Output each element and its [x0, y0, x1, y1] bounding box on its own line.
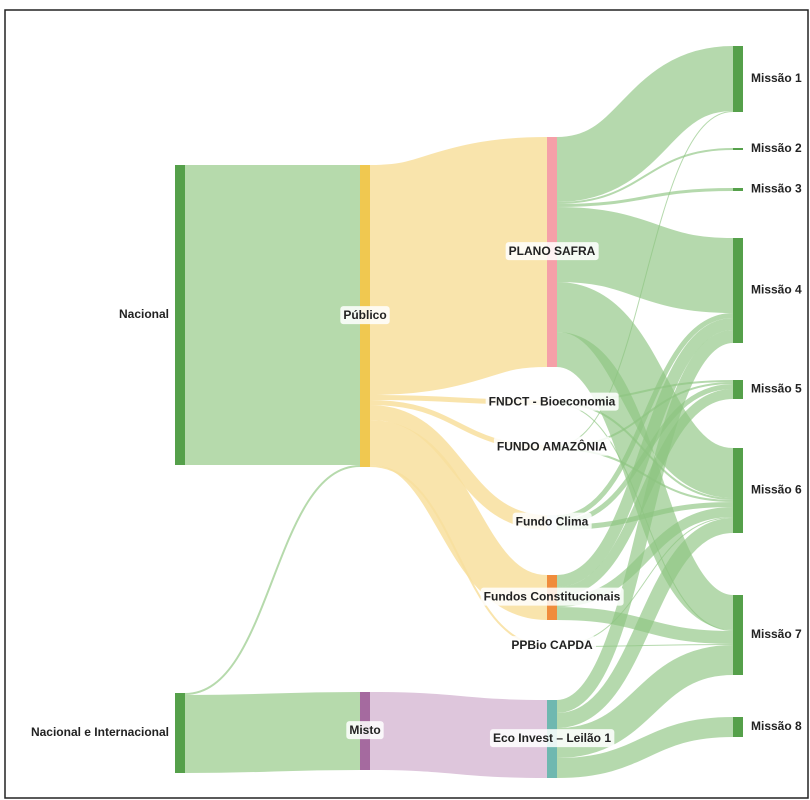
- label-background: [346, 721, 384, 740]
- node-label: Missão 2: [751, 141, 802, 155]
- sankey-node: [175, 165, 185, 465]
- sankey-link: [556, 717, 734, 778]
- node-label: FUNDO AMAZÔNIA: [497, 439, 608, 454]
- node-label: Nacional: [119, 307, 169, 321]
- label-background: [480, 587, 624, 606]
- label-background: [512, 512, 592, 531]
- label-background: [489, 729, 615, 748]
- node-label: Missão 7: [751, 627, 802, 641]
- node-label: FNDCT - Bioeconomia: [489, 395, 616, 409]
- sankey-link: [184, 692, 361, 773]
- sankey-node: [733, 595, 743, 675]
- node-label: Missão 5: [751, 382, 802, 396]
- sankey-link: [556, 188, 734, 207]
- sankey-link: [556, 330, 734, 713]
- node-label: Missão 1: [751, 71, 802, 85]
- node-label: Nacional e Internacional: [31, 725, 169, 739]
- node-label: PLANO SAFRA: [509, 244, 596, 258]
- node-label: Fundo Clima: [516, 515, 589, 529]
- sankey-link: [556, 148, 734, 204]
- node-label: Missão 8: [751, 719, 802, 733]
- sankey-node: [733, 238, 743, 343]
- sankey-node: [733, 148, 743, 150]
- sankey-link: [556, 111, 734, 446]
- node-label: Público: [343, 308, 386, 322]
- node-label: Missão 3: [751, 182, 802, 196]
- sankey-link: [556, 318, 734, 587]
- sankey-link: [556, 518, 734, 728]
- sankey-node: [733, 448, 743, 533]
- node-label: Missão 4: [751, 283, 802, 297]
- node-label: Fundos Constitucionais: [484, 590, 621, 604]
- node-label: Misto: [349, 723, 380, 737]
- sankey-node: [733, 188, 743, 191]
- node-label: Eco Invest – Leilão 1: [493, 731, 611, 745]
- sankey-link: [555, 46, 735, 202]
- sankey-node: [175, 693, 185, 773]
- sankey-node: [733, 717, 743, 737]
- sankey-link: [184, 465, 361, 695]
- label-background: [340, 306, 390, 325]
- label-background: [508, 636, 597, 655]
- sankey-node: [733, 380, 743, 399]
- node-label: Missão 6: [751, 483, 802, 497]
- sankey-link: [556, 313, 734, 520]
- label-background: [505, 242, 599, 261]
- sankey-node: [733, 46, 743, 112]
- node-label: PPBio CAPDA: [511, 638, 593, 652]
- label-background: [485, 392, 619, 411]
- label-background: [493, 436, 611, 456]
- sankey-link: [556, 389, 734, 597]
